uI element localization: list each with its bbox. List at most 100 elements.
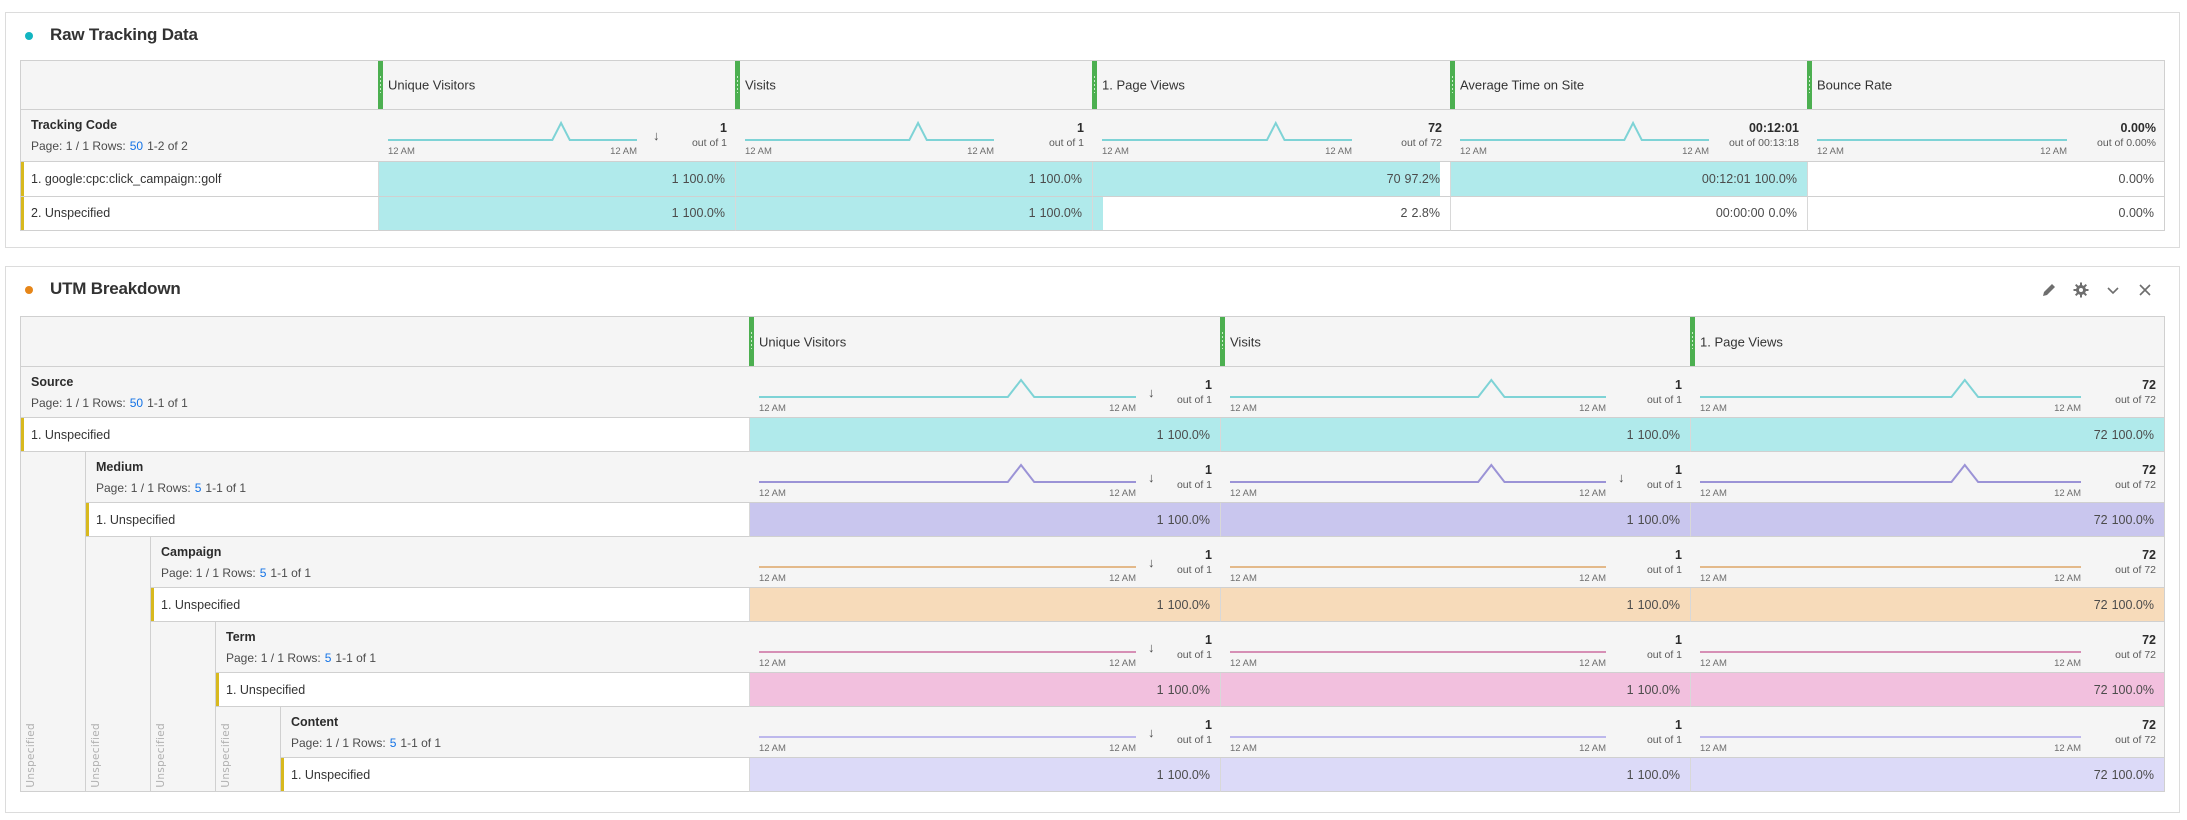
- table-cell[interactable]: 1 100.0%: [749, 588, 1220, 622]
- dimension-name[interactable]: Source: [31, 375, 74, 389]
- table-row-dimension[interactable]: 1. Unspecified: [85, 503, 749, 537]
- column-drag-handle[interactable]: [1807, 61, 1812, 109]
- dimension-summary-cell: Medium Page: 1 / 1 Rows: 5 1-1 of 1: [85, 452, 749, 503]
- table-cell[interactable]: 0.00%: [1807, 162, 2165, 197]
- column-drag-handle[interactable]: [749, 317, 754, 366]
- dimension-name[interactable]: Campaign: [161, 545, 222, 559]
- table-cell[interactable]: 72 100.0%: [1690, 758, 2165, 792]
- sparkline-chart: [1460, 120, 1709, 141]
- sparkline-tick-end: 12 AM: [1325, 146, 1352, 157]
- sparkline-tick-end: 12 AM: [2054, 488, 2081, 499]
- sort-descending-icon[interactable]: ↓: [1148, 385, 1155, 400]
- table-cell[interactable]: 72 100.0%: [1690, 673, 2165, 707]
- rows-per-page-dropdown[interactable]: 5: [324, 651, 332, 665]
- rows-per-page-dropdown[interactable]: 50: [129, 396, 144, 410]
- sparkline-tick-end: 12 AM: [1682, 146, 1709, 157]
- dimension-name[interactable]: Content: [291, 715, 339, 729]
- table-cell[interactable]: 1 100.0%: [749, 503, 1220, 537]
- table-cell[interactable]: 1 100.0%: [378, 196, 735, 231]
- breakdown-rail-label: Unspecified: [220, 723, 232, 788]
- chevron-down-icon[interactable]: [2104, 282, 2122, 300]
- table-row-dimension[interactable]: 1. Unspecified: [20, 418, 749, 452]
- table-cell[interactable]: 1 100.0%: [378, 162, 735, 197]
- breakdown-rail[interactable]: Unspecified: [215, 707, 280, 792]
- sparkline-tick-start: 12 AM: [1700, 403, 1727, 414]
- column-drag-handle[interactable]: [1450, 61, 1455, 109]
- sparkline-tick-start: 12 AM: [1230, 743, 1257, 754]
- metric-column-header[interactable]: 1. Page Views: [1690, 316, 2165, 367]
- table-cell[interactable]: 70 97.2%: [1092, 162, 1450, 197]
- sort-descending-icon[interactable]: ↓: [1148, 725, 1155, 740]
- rows-per-page-dropdown[interactable]: 50: [129, 139, 144, 153]
- metric-column-header[interactable]: Visits: [1220, 316, 1690, 367]
- table-cell[interactable]: 1 100.0%: [1220, 673, 1690, 707]
- table-cell[interactable]: 2 2.8%: [1092, 196, 1450, 231]
- breakdown-rail[interactable]: Unspecified: [85, 537, 150, 792]
- sort-descending-icon[interactable]: ↓: [653, 128, 660, 143]
- table-cell[interactable]: 0.00%: [1807, 196, 2165, 231]
- table-cell[interactable]: 1 100.0%: [735, 196, 1092, 231]
- rows-per-page-dropdown[interactable]: 5: [259, 566, 267, 580]
- metric-column-header[interactable]: 1. Page Views: [1092, 60, 1450, 110]
- metric-total: 1: [1675, 633, 1682, 647]
- table-cell[interactable]: 1 100.0%: [749, 758, 1220, 792]
- breakdown-rail[interactable]: Unspecified: [150, 622, 215, 792]
- column-drag-handle[interactable]: [378, 61, 383, 109]
- table-row-dimension[interactable]: 2. Unspecified: [20, 196, 378, 231]
- row-marker: [86, 503, 89, 536]
- rows-per-page-dropdown[interactable]: 5: [194, 481, 202, 495]
- pagination-info: Page: 1 / 1 Rows: 5 1-1 of 1: [226, 651, 376, 665]
- metric-column-header[interactable]: Unique Visitors: [749, 316, 1220, 367]
- metric-out-of: out of 72: [2115, 564, 2156, 576]
- column-label: Unique Visitors: [759, 334, 847, 349]
- table-cell[interactable]: 1 100.0%: [1220, 588, 1690, 622]
- metric-column-header[interactable]: Visits: [735, 60, 1092, 110]
- column-drag-handle[interactable]: [1092, 61, 1097, 109]
- close-icon[interactable]: [2136, 282, 2154, 300]
- sparkline: 12 AM 12 AM: [1230, 458, 1606, 502]
- metric-total: 72: [2142, 378, 2156, 392]
- sort-descending-icon[interactable]: ↓: [1148, 555, 1155, 570]
- table-cell[interactable]: 72 100.0%: [1690, 418, 2165, 452]
- column-drag-handle[interactable]: [1690, 317, 1695, 366]
- table-row-dimension[interactable]: 1. Unspecified: [215, 673, 749, 707]
- pencil-icon[interactable]: [2040, 282, 2058, 300]
- sparkline-tick-start: 12 AM: [388, 146, 415, 157]
- column-label: Visits: [745, 77, 776, 93]
- metric-column-header[interactable]: Average Time on Site: [1450, 60, 1807, 110]
- column-drag-handle[interactable]: [735, 61, 740, 109]
- sparkline-tick-start: 12 AM: [1700, 573, 1727, 584]
- table-cell[interactable]: 1 100.0%: [749, 673, 1220, 707]
- table-row-dimension[interactable]: 1. google:cpc:click_campaign::golf: [20, 162, 378, 197]
- sparkline-chart: [388, 120, 637, 141]
- table-cell[interactable]: 1 100.0%: [1220, 758, 1690, 792]
- table-cell[interactable]: 72 100.0%: [1690, 503, 2165, 537]
- gear-icon[interactable]: [2072, 282, 2090, 300]
- row-label: 1. Unspecified: [226, 682, 306, 697]
- pager-prefix: Page: 1 / 1 Rows:: [31, 396, 126, 410]
- dimension-name[interactable]: Term: [226, 630, 256, 644]
- table-cell[interactable]: 1 100.0%: [735, 162, 1092, 197]
- sort-descending-icon[interactable]: ↓: [1148, 470, 1155, 485]
- cell-number: 2: [1400, 206, 1408, 221]
- breakdown-rail[interactable]: Unspecified: [20, 452, 85, 792]
- table-cell[interactable]: 1 100.0%: [1220, 418, 1690, 452]
- table-cell[interactable]: 1 100.0%: [749, 418, 1220, 452]
- metric-column-header[interactable]: Unique Visitors: [378, 60, 735, 110]
- table-row-dimension[interactable]: 1. Unspecified: [150, 588, 749, 622]
- table-cell[interactable]: 00:00:00 0.0%: [1450, 196, 1807, 231]
- rows-per-page-dropdown[interactable]: 5: [389, 736, 397, 750]
- table-cell[interactable]: 1 100.0%: [1220, 503, 1690, 537]
- sort-descending-icon[interactable]: ↓: [1148, 640, 1155, 655]
- table-cell[interactable]: 72 100.0%: [1690, 588, 2165, 622]
- table-cell[interactable]: 00:12:01 100.0%: [1450, 162, 1807, 197]
- pager-prefix: Page: 1 / 1 Rows:: [161, 566, 256, 580]
- column-label: Average Time on Site: [1460, 77, 1585, 93]
- sort-descending-icon[interactable]: ↓: [1618, 470, 1625, 485]
- column-drag-handle[interactable]: [1220, 317, 1225, 366]
- dimension-name[interactable]: Tracking Code: [31, 118, 118, 132]
- sparkline-tick-start: 12 AM: [759, 573, 786, 584]
- metric-column-header[interactable]: Bounce Rate: [1807, 60, 2165, 110]
- dimension-name[interactable]: Medium: [96, 460, 144, 474]
- table-row-dimension[interactable]: 1. Unspecified: [280, 758, 749, 792]
